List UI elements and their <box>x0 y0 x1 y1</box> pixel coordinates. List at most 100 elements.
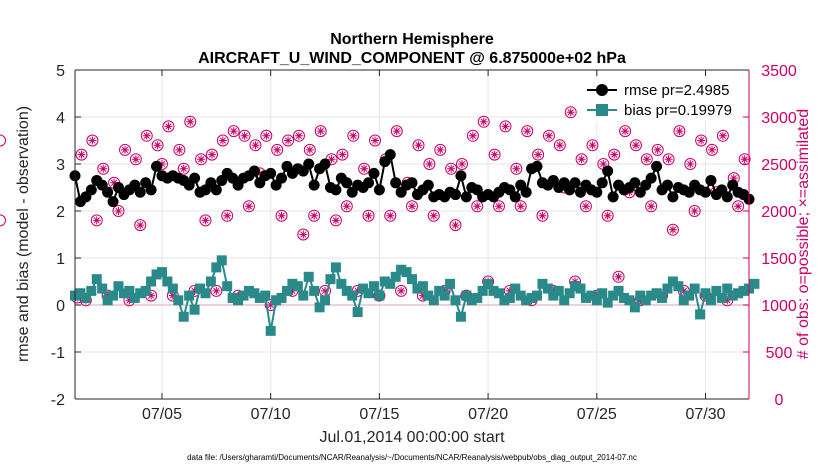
x-tick-label: 07/05 <box>142 406 182 423</box>
x-tick-label: 07/15 <box>359 406 399 423</box>
obs-possible-point <box>347 129 360 142</box>
bias-point <box>510 283 521 294</box>
bias-point <box>113 281 124 292</box>
bias-point <box>738 285 749 296</box>
obs-assimilated-star <box>729 174 738 183</box>
obs-possible-circle <box>434 143 447 156</box>
rmse-point <box>368 167 380 179</box>
obs-possible-circle <box>510 162 523 175</box>
bias-point <box>553 285 564 296</box>
bias-point <box>575 283 586 294</box>
bias-point <box>298 290 309 301</box>
rmse-point <box>85 184 97 196</box>
obs-assimilated-star <box>429 211 438 220</box>
obs-possible-circle <box>564 106 577 119</box>
obs-possible-circle <box>205 148 218 161</box>
obs-assimilated-star <box>110 178 119 187</box>
obs-assimilated-star <box>240 131 249 140</box>
bias-point <box>401 267 412 278</box>
bias-point <box>559 295 570 306</box>
bias-point <box>368 281 379 292</box>
obs-possible-point <box>205 148 218 161</box>
bias-point <box>363 288 374 299</box>
bias-point <box>580 292 591 303</box>
obs-assimilated-star <box>397 286 406 295</box>
obs-possible-circle <box>369 134 382 147</box>
rmse-point <box>151 160 163 172</box>
obs-possible-circle <box>86 134 99 147</box>
rmse-point <box>330 184 342 196</box>
bias-point <box>700 288 711 299</box>
obs-assimilated-star <box>386 211 395 220</box>
bias-point <box>330 262 341 273</box>
obs-assimilated-star <box>305 145 314 154</box>
bias-point <box>325 274 336 285</box>
obs-possible-point <box>292 129 305 142</box>
obs-assimilated-star <box>321 286 330 295</box>
obs-assimilated-star <box>436 145 445 154</box>
bias-point <box>477 285 488 296</box>
obs-assimilated-star <box>277 211 286 220</box>
obs-possible-circle <box>177 162 190 175</box>
obs-assimilated-star <box>164 122 173 131</box>
rmse-point <box>145 184 157 196</box>
rmse-point <box>248 165 260 177</box>
footnote: data file: /Users/gharamti/Documents/NCA… <box>187 453 637 462</box>
obs-assimilated-star <box>77 150 86 159</box>
bias-point <box>320 295 331 306</box>
obs-possible-point <box>75 148 88 161</box>
legend-bias-marker <box>596 104 608 116</box>
bias-point <box>336 278 347 289</box>
obs-assimilated-star <box>197 155 206 164</box>
obs-possible-circle <box>629 139 642 152</box>
bias-point <box>684 290 695 301</box>
obs-possible-point <box>695 134 708 147</box>
obs-possible-circle <box>456 158 469 170</box>
obs-possible-circle <box>612 270 625 283</box>
bias-point <box>271 295 282 306</box>
obs-assimilated-star <box>327 155 336 164</box>
obs-possible-point <box>564 106 577 119</box>
obs-assimilated-star <box>679 286 688 295</box>
obs-possible-circle <box>445 162 458 175</box>
obs-possible-point <box>362 209 375 222</box>
obs-possible-point <box>308 209 321 222</box>
bias-point <box>390 271 401 282</box>
obs-possible-circle <box>575 153 588 166</box>
bias-point <box>689 283 700 294</box>
obs-possible-point <box>216 134 229 147</box>
obs-possible-circle <box>184 115 197 128</box>
x-tick-label: 07/10 <box>251 406 291 423</box>
obs-assimilated-star <box>360 164 369 173</box>
obs-assimilated-star <box>153 141 162 150</box>
obs-assimilated-star <box>451 221 460 230</box>
obs-possible-circle <box>308 209 321 222</box>
obs-assimilated-star <box>740 155 749 164</box>
y-tick-label-right: 1000 <box>761 298 797 315</box>
obs-possible-circle <box>271 143 284 156</box>
obs-assimilated-star <box>621 127 630 136</box>
obs-possible-circle <box>221 209 234 222</box>
obs-possible-circle <box>706 143 719 156</box>
obs-assimilated-star <box>244 202 253 211</box>
obs-assimilated-star <box>599 160 608 168</box>
obs-possible-point <box>688 205 701 217</box>
obs-possible-point <box>471 200 484 213</box>
rmse-point <box>406 177 418 189</box>
obs-possible-point <box>173 143 186 156</box>
obs-assimilated-star <box>92 216 101 225</box>
bias-point <box>532 290 543 301</box>
y-tick-label-right: 3000 <box>761 110 797 127</box>
plot-area <box>75 70 749 399</box>
obs-assimilated-star <box>262 131 271 140</box>
bias-point <box>548 290 559 301</box>
obs-possible-point <box>492 200 505 213</box>
y-axis-label-left: rmse and bias (model - observation) <box>15 106 32 362</box>
obs-possible-point <box>738 153 751 166</box>
obs-possible-circle <box>553 139 566 152</box>
obs-possible-point <box>275 209 288 222</box>
obs-possible-point <box>177 162 190 175</box>
bias-point <box>167 283 178 294</box>
bias-point <box>162 276 173 287</box>
obs-possible-circle <box>75 148 88 161</box>
